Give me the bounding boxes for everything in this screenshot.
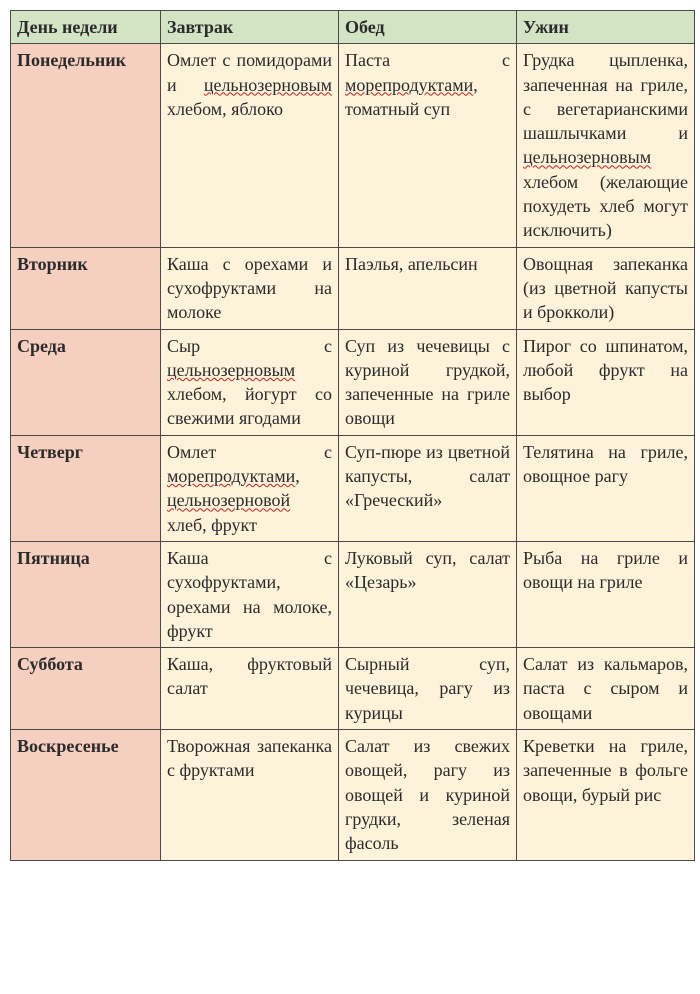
dinner-cell: Пирог со шпинатом, любой фрукт на выбор bbox=[517, 329, 695, 435]
breakfast-cell: Каша с сухофруктами, орехами на молоке, … bbox=[161, 541, 339, 647]
meal-plan-table: День недели Завтрак Обед Ужин Понедельни… bbox=[10, 10, 695, 861]
lunch-cell: Луковый суп, салат «Цезарь» bbox=[339, 541, 517, 647]
lunch-cell: Паэлья, апельсин bbox=[339, 247, 517, 329]
dinner-cell: Рыба на гриле и овощи на гриле bbox=[517, 541, 695, 647]
day-cell: Пятница bbox=[11, 541, 161, 647]
table-row: ПятницаКаша с сухофруктами, орехами на м… bbox=[11, 541, 695, 647]
day-cell: Суббота bbox=[11, 648, 161, 730]
table-body: ПонедельникОмлет с помидорами и цельнозе… bbox=[11, 44, 695, 860]
breakfast-cell: Омлет с морепродуктами, цельнозерновой х… bbox=[161, 435, 339, 541]
breakfast-cell: Творожная запеканка с фруктами bbox=[161, 730, 339, 860]
header-row: День недели Завтрак Обед Ужин bbox=[11, 11, 695, 44]
table-row: СубботаКаша, фруктовый салатСырный суп, … bbox=[11, 648, 695, 730]
dinner-cell: Креветки на гриле, запеченные в фольге о… bbox=[517, 730, 695, 860]
table-row: ПонедельникОмлет с помидорами и цельнозе… bbox=[11, 44, 695, 247]
table-row: СредаСыр с цельнозерновым хлебом, йогурт… bbox=[11, 329, 695, 435]
day-cell: Вторник bbox=[11, 247, 161, 329]
lunch-cell: Паста с морепродуктами, томатный суп bbox=[339, 44, 517, 247]
header-day: День недели bbox=[11, 11, 161, 44]
dinner-cell: Телятина на гриле, овощное рагу bbox=[517, 435, 695, 541]
day-cell: Среда bbox=[11, 329, 161, 435]
dinner-cell: Грудка цыпленка, запеченная на гриле, с … bbox=[517, 44, 695, 247]
header-lunch: Обед bbox=[339, 11, 517, 44]
lunch-cell: Сырный суп, чечевица, рагу из курицы bbox=[339, 648, 517, 730]
dinner-cell: Салат из кальмаров, паста с сыром и овощ… bbox=[517, 648, 695, 730]
lunch-cell: Суп из чечевицы с куриной грудкой, запеч… bbox=[339, 329, 517, 435]
header-breakfast: Завтрак bbox=[161, 11, 339, 44]
day-cell: Четверг bbox=[11, 435, 161, 541]
lunch-cell: Суп-пюре из цветной капусты, салат «Греч… bbox=[339, 435, 517, 541]
header-dinner: Ужин bbox=[517, 11, 695, 44]
day-cell: Понедельник bbox=[11, 44, 161, 247]
breakfast-cell: Каша, фруктовый салат bbox=[161, 648, 339, 730]
lunch-cell: Салат из свежих овощей, рагу из овощей и… bbox=[339, 730, 517, 860]
breakfast-cell: Омлет с помидорами и цельнозерновым хлеб… bbox=[161, 44, 339, 247]
breakfast-cell: Сыр с цельнозерновым хлебом, йогурт со с… bbox=[161, 329, 339, 435]
table-row: ВоскресеньеТворожная запеканка с фруктам… bbox=[11, 730, 695, 860]
dinner-cell: Овощная запеканка (из цветной капусты и … bbox=[517, 247, 695, 329]
breakfast-cell: Каша с орехами и сухофруктами на молоке bbox=[161, 247, 339, 329]
table-row: ЧетвергОмлет с морепродуктами, цельнозер… bbox=[11, 435, 695, 541]
table-row: ВторникКаша с орехами и сухофруктами на … bbox=[11, 247, 695, 329]
day-cell: Воскресенье bbox=[11, 730, 161, 860]
